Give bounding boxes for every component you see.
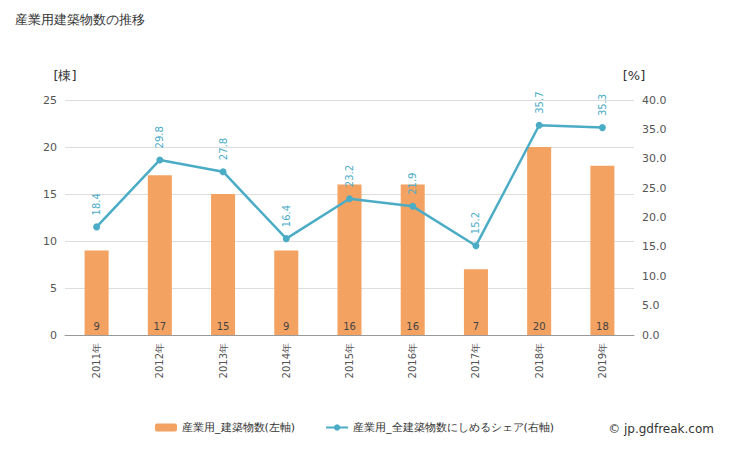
svg-text:40.0: 40.0 [642,94,667,107]
svg-text:17: 17 [153,321,166,332]
svg-text:2012年: 2012年 [154,343,165,378]
svg-text:9: 9 [283,321,289,332]
svg-text:25.0: 25.0 [642,182,667,195]
svg-text:5: 5 [50,282,57,295]
svg-text:35.7: 35.7 [534,91,545,113]
svg-text:7: 7 [473,321,479,332]
svg-text:16: 16 [343,321,356,332]
svg-text:35.0: 35.0 [642,123,667,136]
svg-text:27.8: 27.8 [218,138,229,160]
svg-text:15.2: 15.2 [470,212,481,234]
svg-text:2017年: 2017年 [470,343,481,378]
svg-text:10: 10 [43,235,57,248]
svg-text:15.0: 15.0 [642,240,667,253]
svg-text:18.4: 18.4 [91,193,102,215]
svg-text:30.0: 30.0 [642,152,667,165]
svg-text:2016年: 2016年 [407,343,418,378]
svg-text:© jp.gdfreak.com: © jp.gdfreak.com [608,422,714,436]
svg-text:23.2: 23.2 [344,165,355,187]
svg-text:産業用_建築物数(左軸): 産業用_建築物数(左軸) [182,421,295,434]
svg-text:9: 9 [93,321,99,332]
svg-text:2011年: 2011年 [91,343,102,378]
svg-text:2015年: 2015年 [344,343,355,378]
svg-text:16: 16 [406,321,419,332]
svg-text:15: 15 [43,188,57,201]
svg-text:15: 15 [217,321,230,332]
svg-text:20: 20 [533,321,546,332]
svg-text:0.0: 0.0 [642,329,660,342]
svg-text:0: 0 [50,329,57,342]
svg-text:5.0: 5.0 [642,299,660,312]
svg-text:2014年: 2014年 [281,343,292,378]
svg-text:20.0: 20.0 [642,211,667,224]
svg-text:[棟]: [棟] [53,68,76,83]
svg-text:35.3: 35.3 [597,94,608,116]
svg-text:[%]: [%] [623,68,646,83]
svg-text:2018年: 2018年 [534,343,545,378]
svg-text:2013年: 2013年 [218,343,229,378]
svg-text:18: 18 [596,321,609,332]
svg-text:20: 20 [43,141,57,154]
svg-text:産業用建築物数の推移: 産業用建築物数の推移 [15,12,145,27]
svg-text:21.9: 21.9 [407,173,418,195]
svg-text:29.8: 29.8 [154,126,165,148]
svg-text:2019年: 2019年 [597,343,608,378]
svg-text:25: 25 [43,94,57,107]
svg-text:産業用_全建築物数にしめるシェア(右軸): 産業用_全建築物数にしめるシェア(右軸) [353,421,554,434]
svg-text:10.0: 10.0 [642,270,667,283]
svg-text:16.4: 16.4 [281,205,292,227]
